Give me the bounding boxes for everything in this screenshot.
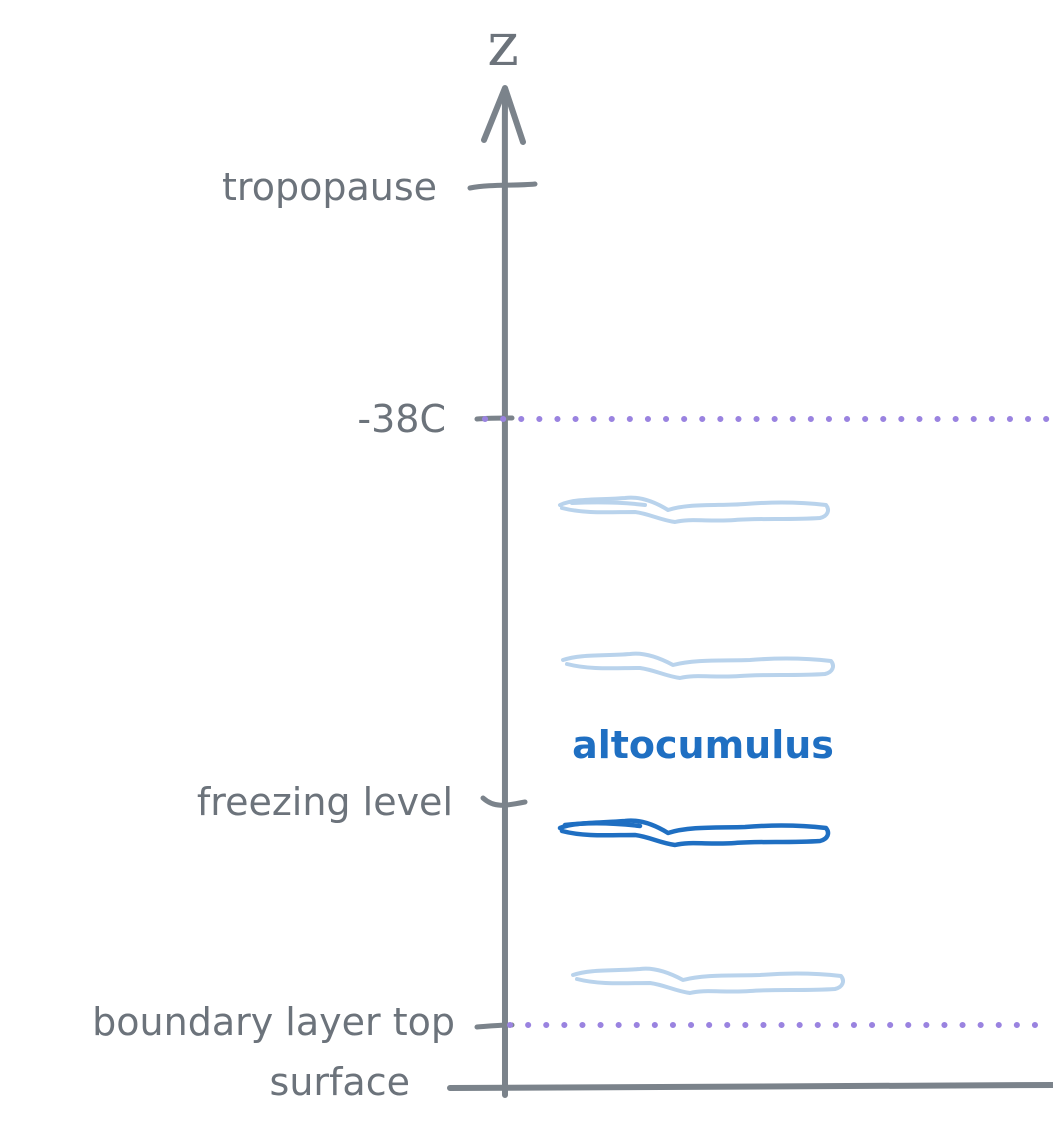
tick-tropopause [467,181,538,191]
label-altocumulus: altocumulus [572,723,834,767]
tick-freezing-level [480,795,528,808]
tick-minus38 [474,415,515,422]
label-boundary-layer-top: boundary layer top [92,1000,455,1044]
cloud-layer-middle [561,651,835,680]
label-minus38: -38C [357,397,446,441]
vertical-axis [500,95,508,1098]
cloud-altocumulus [557,818,831,848]
label-surface: surface [270,1060,410,1104]
tick-boundary-layer [474,1022,515,1030]
surface-baseline [447,1082,1053,1091]
axis-arrowhead [481,85,526,145]
cloud-layer-upper [558,495,830,524]
cloud-layer-lower [571,966,845,995]
label-tropopause: tropopause [222,165,437,209]
axis-title: z [487,10,519,80]
label-freezing-level: freezing level [197,780,453,824]
